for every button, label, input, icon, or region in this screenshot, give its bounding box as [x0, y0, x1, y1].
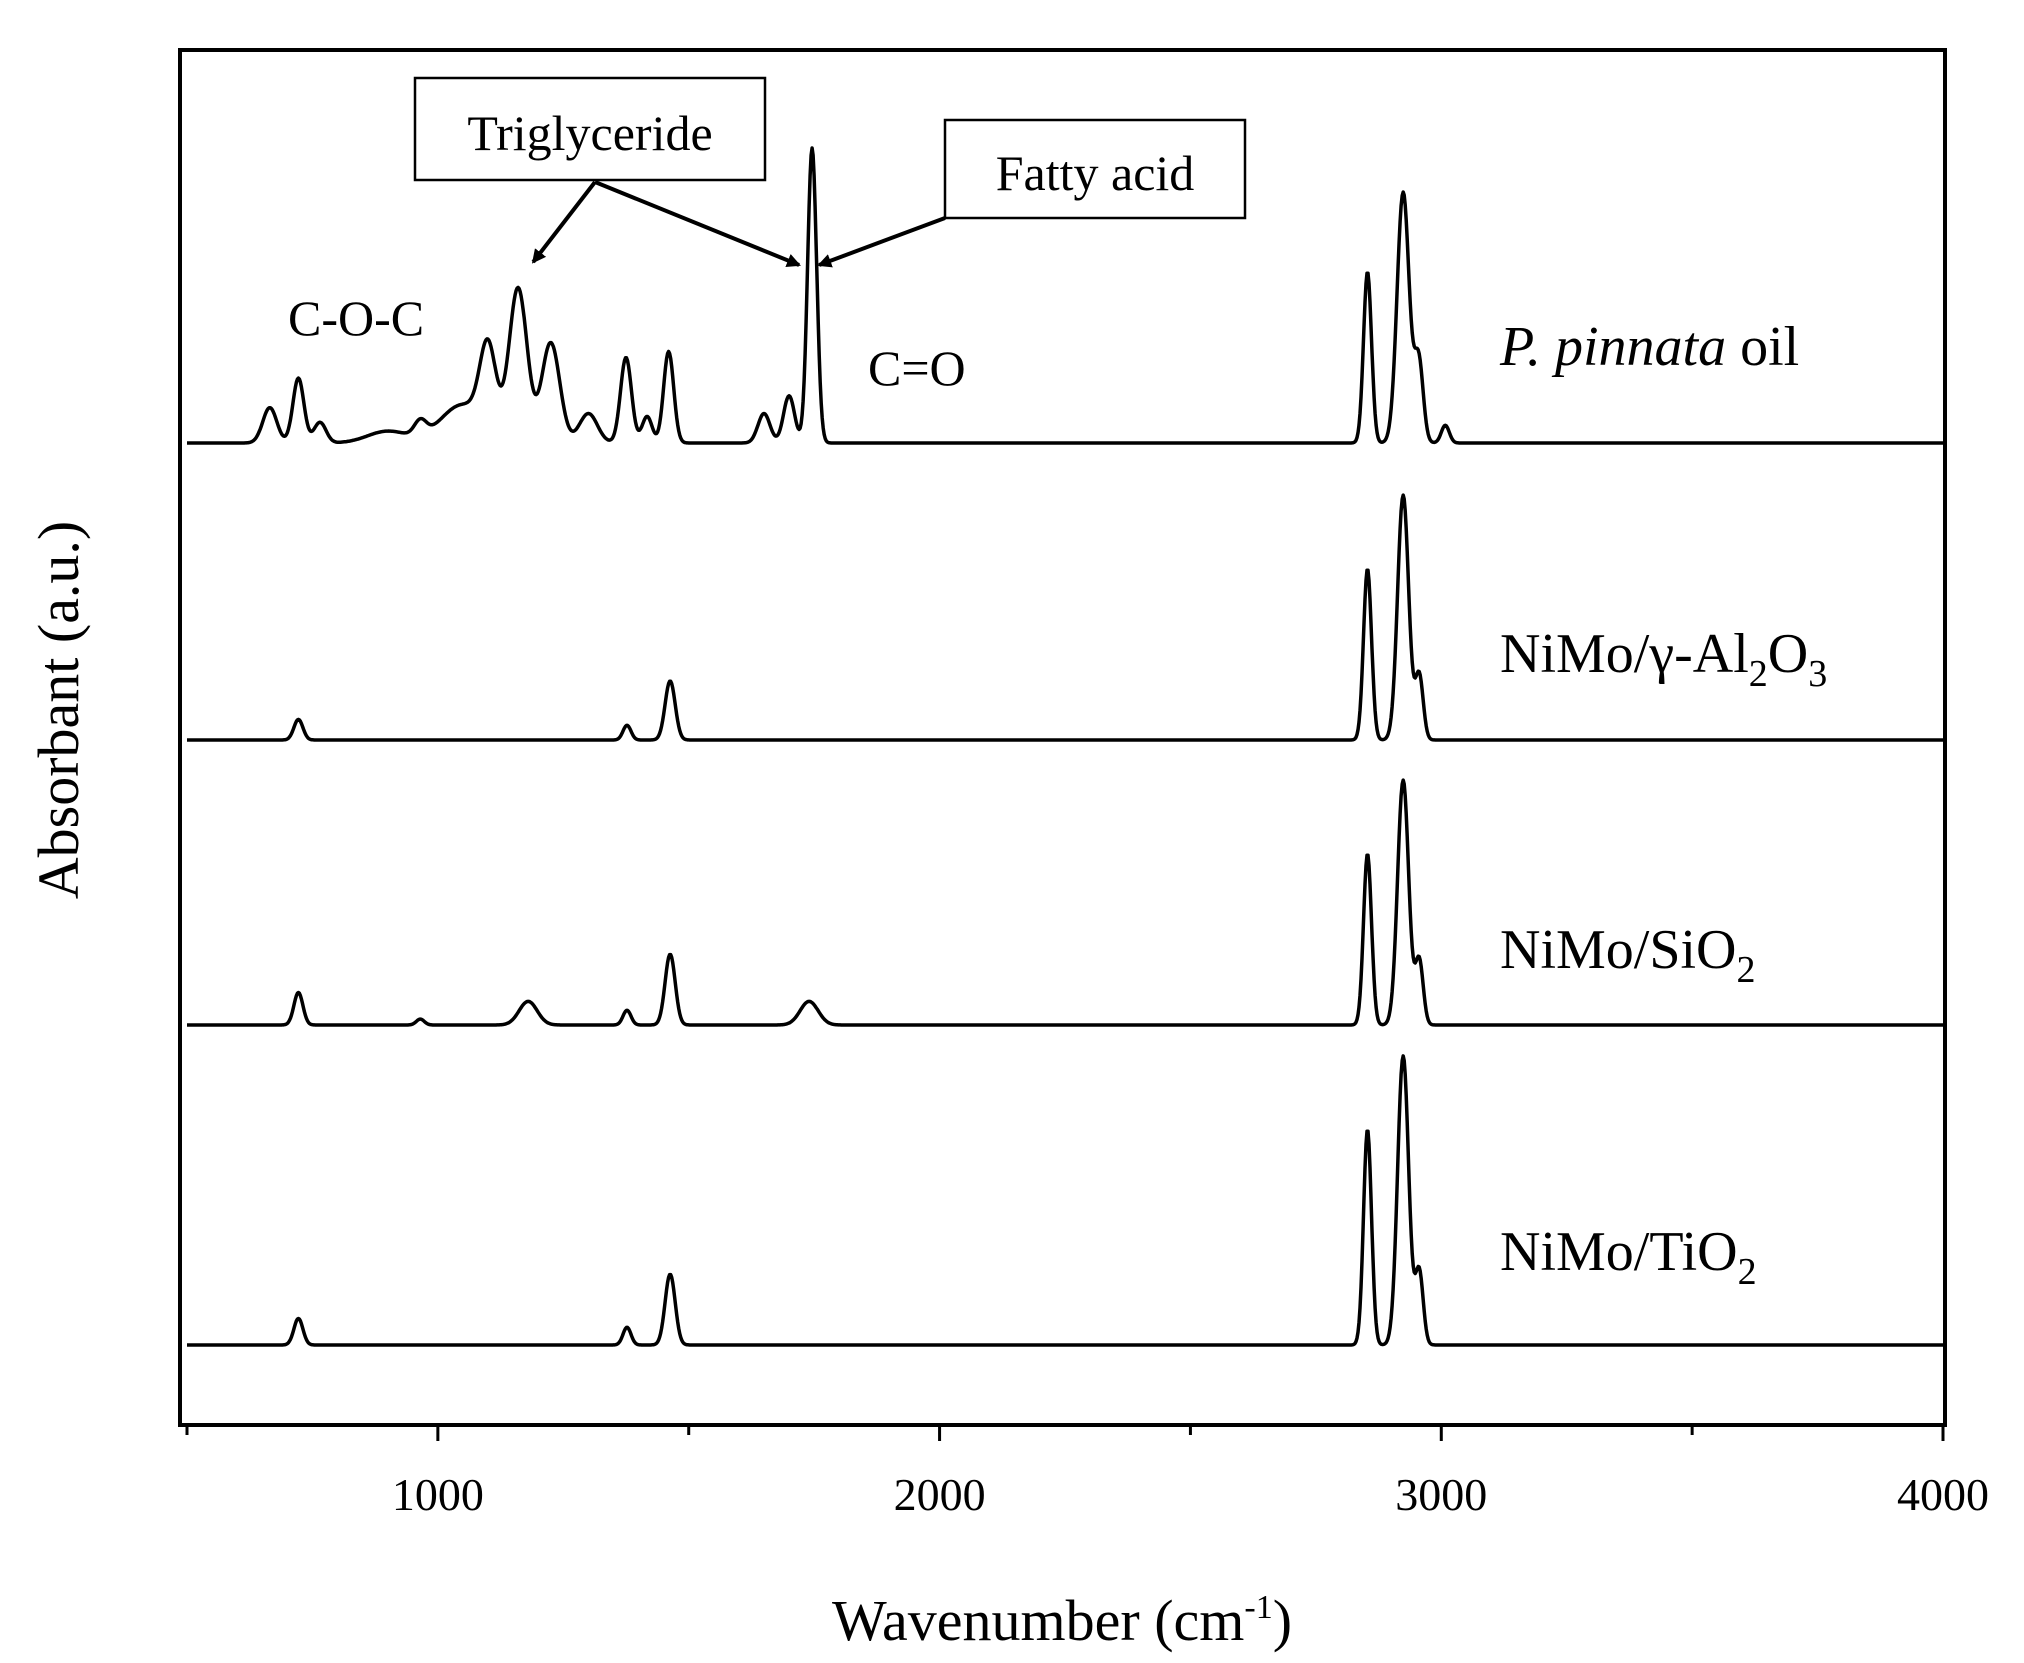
arrow	[594, 180, 801, 267]
x-axis-title: Wavenumber (cm-1)	[832, 1588, 1292, 1653]
series-label: P. pinnata oil	[1499, 316, 1799, 378]
x-axis-ticks: 1000 2000 3000 4000	[185, 1425, 1989, 1520]
coc-label: C-O-C	[288, 290, 424, 346]
arrow	[531, 180, 597, 264]
x-tick-label: 1000	[392, 1469, 484, 1520]
fatty-acid-label: Fatty acid	[996, 145, 1195, 201]
series-line	[186, 1054, 1944, 1347]
triglyceride-box	[413, 76, 767, 182]
y-axis-title: Absorbant (a.u.)	[26, 521, 91, 900]
carbonyl-label: C=O	[868, 340, 966, 396]
x-tick-label: 2000	[894, 1469, 986, 1520]
series-label: NiMo/TiO2	[1500, 1221, 1757, 1293]
arrow	[817, 216, 946, 268]
series-line	[186, 778, 1944, 1027]
annotations: P. pinnata oil NiMo/γ-Al2O3 NiMo/SiO2 NiMo/…	[288, 76, 1827, 1293]
plot-frame	[178, 48, 1947, 1427]
series-line	[186, 146, 1944, 445]
x-tick-label: 3000	[1395, 1469, 1487, 1520]
series-line	[186, 493, 1944, 742]
fatty-acid-box	[943, 118, 1247, 220]
spectra	[186, 146, 1944, 1347]
triglyceride-label: Triglyceride	[467, 105, 712, 161]
series-label: NiMo/SiO2	[1500, 919, 1756, 991]
series-label: NiMo/γ-Al2O3	[1500, 623, 1827, 695]
x-tick-label: 4000	[1897, 1469, 1989, 1520]
